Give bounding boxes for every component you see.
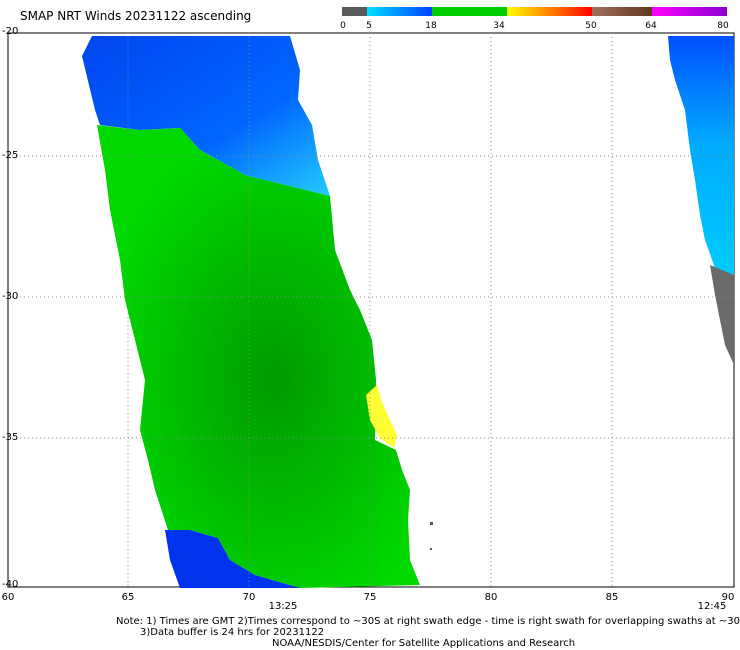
y-axis-label: -20: [2, 26, 19, 37]
colorbar-tick: 34: [493, 21, 505, 31]
y-axis-label: -40: [2, 579, 19, 590]
x-axis-label: 65: [121, 592, 135, 603]
colorbar-segment-64-80: [652, 7, 727, 16]
grid-lines: [8, 33, 734, 587]
x-axis-label: 70: [242, 592, 256, 603]
y-axis-label: -35: [2, 432, 19, 443]
right-swath-gray-region: [710, 265, 734, 365]
data-speck: [430, 548, 432, 550]
x-axis-label: 75: [363, 592, 377, 603]
y-axis-label: -25: [2, 150, 19, 161]
colorbar-segment-34-50: [507, 7, 592, 16]
swath-yellow-patch: [366, 385, 397, 448]
colorbar-tick: 50: [585, 21, 597, 31]
colorbar-tick: 18: [425, 21, 437, 31]
x-axis-label: 80: [484, 592, 498, 603]
map-title: SMAP NRT Winds 20231122 ascending: [20, 9, 252, 23]
swath-green-region: [97, 125, 420, 588]
colorbar-tick: 64: [645, 21, 657, 31]
swath-time-label: 12:45: [697, 601, 727, 612]
footnote-credit: NOAA/NESDIS/Center for Satellite Applica…: [272, 638, 576, 649]
wind-speed-colorbar: [342, 7, 727, 16]
colorbar-tick: 80: [717, 21, 729, 31]
colorbar-segment-50-64: [592, 7, 652, 16]
colorbar-segment-5-18: [367, 7, 432, 16]
x-axis-label: 90: [721, 592, 735, 603]
data-speck: [430, 522, 433, 525]
colorbar-segment-0-5: [342, 7, 367, 16]
footnote-line: 3)Data buffer is 24 hrs for 20231122: [140, 627, 325, 638]
x-axis-label: 60: [1, 592, 15, 603]
footnote-line: Note: 1) Times are GMT 2)Times correspon…: [116, 616, 740, 627]
y-axis-label: -30: [2, 291, 19, 302]
swath-time-label: 13:25: [268, 601, 298, 612]
colorbar-tick: 5: [366, 21, 372, 31]
colorbar-segment-18-34: [432, 7, 507, 16]
x-axis-label: 85: [605, 592, 619, 603]
swath-blue-bottom-region: [165, 530, 300, 588]
colorbar-tick: 0: [340, 21, 346, 31]
